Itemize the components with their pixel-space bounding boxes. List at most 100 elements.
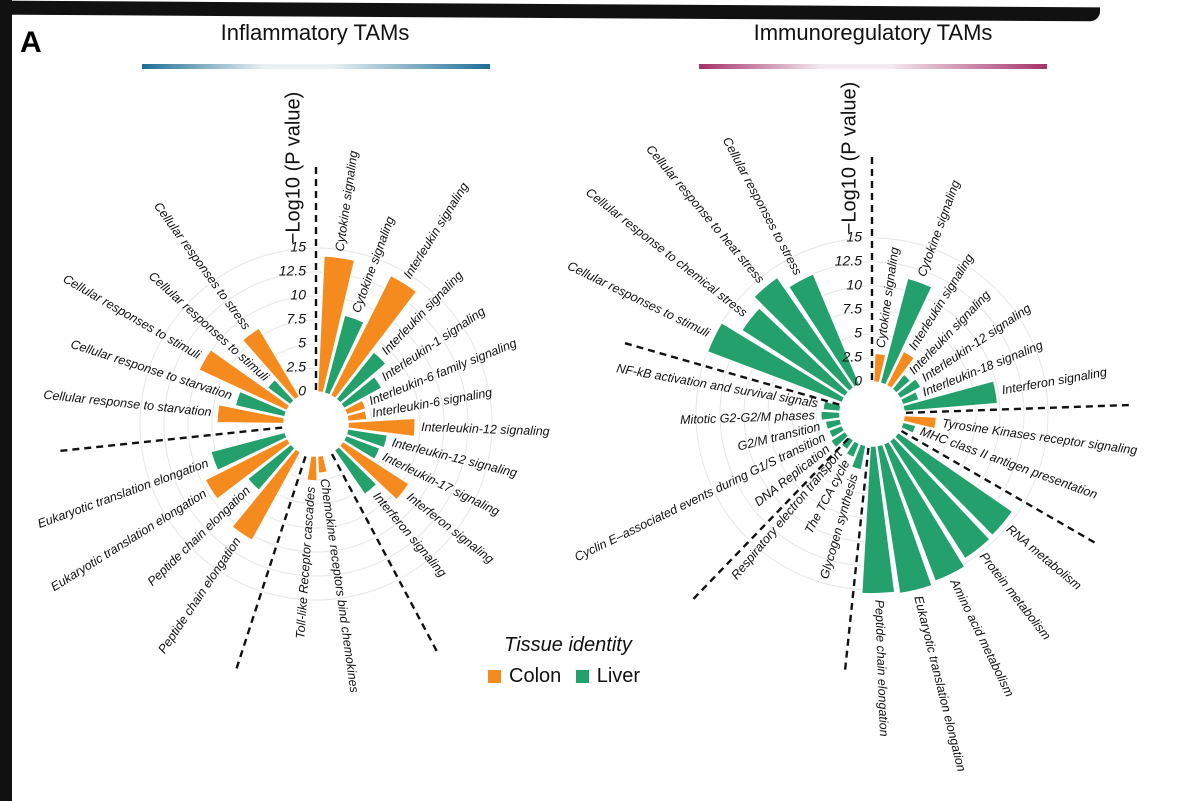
bar-inflammatory-toll-like-receptor-cascades-colon (305, 454, 319, 482)
bar-inflammatory-cellular-response-to-starvation-liver (234, 390, 288, 418)
bar-inflammatory-interleukin-12-signaling-colon (346, 417, 416, 438)
bar-immunoregulatory-interleukin-signaling-liver (890, 372, 912, 395)
bar-inflammatory-cellular-response-to-starvation-colon (216, 403, 286, 425)
left-border-bar (0, 0, 12, 801)
bar-label-immunoregulatory-eukaryotic-translation-elongation: Eukaryotic translation elongation (911, 594, 968, 773)
divider-line-immunoregulatory (900, 429, 1097, 545)
bar-label-immunoregulatory-peptide-chain-elongation: Peptide chain elongation (872, 599, 891, 736)
axis-tick-label-immunoregulatory: 15 (846, 229, 862, 245)
bar-immunoregulatory-peptide-chain-elongation-liver (860, 444, 896, 595)
bar-immunoregulatory-respiratory-electron-transport-liver (840, 435, 855, 451)
bar-immunoregulatory-the-tca-cycle-liver (844, 439, 861, 459)
chart-title-inflammatory: Inflammatory TAMs (220, 20, 410, 45)
axis-tick-label-immunoregulatory: 2.5 (842, 349, 863, 365)
center-hole-inflammatory (284, 392, 348, 456)
bar-inflammatory-interleukin-1-signaling-liver (339, 375, 383, 410)
bar-inflammatory-eukaryotic-translation-elongation-liver (209, 431, 289, 472)
legend-title: Tissue identity (504, 634, 632, 656)
axis-tick-label-immunoregulatory: 0 (854, 373, 862, 389)
bar-immunoregulatory-cytokine-signaling-liver (879, 277, 934, 387)
bar-immunoregulatory-eukaryotic-translation-elongation-liver (875, 443, 934, 595)
divider-line-inflammatory (235, 455, 307, 670)
panel-letter: A (20, 26, 42, 59)
bar-label-immunoregulatory-cellular-response-to-chemical-stress: Cellular response to chemical stress (583, 185, 750, 320)
divider-line-immunoregulatory (905, 403, 1130, 415)
legend: Tissue identity Colon Liver (478, 634, 658, 688)
bar-immunoregulatory-cytokine-signaling-colon (872, 352, 887, 384)
legend-item-colon: Colon (488, 665, 561, 688)
legend-swatch-colon (488, 670, 501, 683)
bar-label-inflammatory-toll-like-receptor-cascades: Toll-like Receptor cascades (293, 486, 318, 639)
axis-tick-label-immunoregulatory: 12.5 (835, 253, 862, 269)
bar-immunoregulatory-cellular-response-to-chemical-stress-liver (740, 306, 850, 398)
title-gradient-bar-inflammatory (142, 64, 490, 69)
bar-immunoregulatory-mitotic-g2-g2-m-phases-liver (820, 410, 842, 422)
divider-line-immunoregulatory (843, 447, 870, 671)
legend-label-liver: Liver (596, 665, 641, 687)
bar-label-inflammatory-cellular-response-to-starvation: Cellular response to starvation (43, 388, 212, 420)
axis-tick-label-inflammatory: 2.5 (286, 359, 307, 375)
bar-immunoregulatory-cellular-responses-to-stress-liver (787, 272, 861, 389)
axis-title-inflammatory: −Log10 (P value) (282, 92, 304, 245)
bar-immunoregulatory-cellular-response-to-heat-stress-liver (752, 276, 855, 393)
bar-label-inflammatory-peptide-chain-elongation: Peptide chain elongation (155, 535, 243, 656)
axis-tick-label-immunoregulatory: 10 (846, 277, 862, 293)
bar-immunoregulatory-nf-kb-activation-and-survival-signals-liver (822, 400, 843, 413)
grid-circle-inflammatory (187, 295, 445, 553)
bar-inflammatory-peptide-chain-elongation-colon (230, 447, 302, 542)
bar-immunoregulatory-tyrosine-kinases-receptor-signaling-colon (902, 414, 938, 430)
grid-circle-inflammatory (163, 271, 469, 577)
bar-inflammatory-interleukin-signaling-liver (334, 350, 388, 405)
bar-label-inflammatory-chemokine-receptors-bind-chemokines: Chemokine receptors bind chemokines (317, 478, 361, 694)
axis-tick-label-immunoregulatory: 5 (854, 325, 862, 341)
bar-immunoregulatory-mhc-class-ii-antigen-presentation-liver (899, 421, 917, 435)
axis-tick-label-inflammatory: 7.5 (287, 311, 307, 327)
axis-tick-label-immunoregulatory: 7.5 (843, 301, 863, 317)
bar-inflammatory-cytokine-signaling-liver (323, 314, 366, 397)
bar-inflammatory-cellular-responses-to-stress-colon (241, 326, 301, 402)
bar-inflammatory-chemokine-receptors-bind-chemokines-colon (316, 454, 329, 475)
bar-immunoregulatory-dna-replication-liver (829, 430, 850, 449)
legend-label-colon: Colon (509, 665, 562, 687)
divider-line-inflammatory (59, 426, 283, 453)
legend-swatch-liver (575, 670, 589, 683)
bar-immunoregulatory-amino-acid-metabolism-liver (882, 440, 966, 583)
bar-inflammatory-interferon-signaling-liver (333, 445, 379, 496)
bar-label-immunoregulatory-cytokine-signaling: Cytokine signaling (915, 178, 963, 278)
bar-immunoregulatory-cellular-responses-to-stimuli-liver (706, 321, 846, 404)
bar-immunoregulatory-interleukin-signaling-colon (885, 350, 916, 390)
bar-immunoregulatory-g2-m-transition-liver (824, 417, 843, 431)
bar-label-inflammatory-cytokine-signaling: Cytokine signaling (333, 150, 361, 252)
bar-inflammatory-eukaryotic-translation-elongation-colon (204, 437, 292, 501)
axis-tick-label-inflammatory: 10 (290, 287, 306, 303)
divider-line-inflammatory (330, 453, 439, 653)
bar-label-immunoregulatory-rna-metabolism: RNA metabolism (1004, 522, 1084, 593)
title-gradient-bar-immunoregulatory (699, 64, 1047, 69)
divider-line-immunoregulatory (691, 437, 850, 601)
bar-inflammatory-interleukin-17-signaling-liver (342, 434, 382, 461)
bar-inflammatory-cellular-responses-to-stimuli-colon (197, 348, 291, 412)
bar-immunoregulatory-glycogen-synthesis-liver (850, 442, 867, 471)
divider-line-immunoregulatory (623, 341, 840, 406)
axis-tick-label-inflammatory: 0 (298, 383, 306, 399)
bar-immunoregulatory-cyclin-e-associated-events-during-g1-s-transition-liver (827, 424, 846, 440)
axis-tick-label-inflammatory: 15 (290, 239, 306, 255)
bar-inflammatory-cytokine-signaling-colon (316, 255, 356, 394)
bar-label-immunoregulatory-mitotic-g2-g2-m-phases: Mitotic G2-G2/M phases (680, 408, 815, 427)
center-hole-immunoregulatory (840, 382, 904, 446)
bar-inflammatory-cellular-responses-to-stimuli-liver (266, 378, 296, 406)
bar-inflammatory-interferon-signaling-colon (338, 440, 411, 501)
grid-circle-inflammatory (211, 319, 421, 529)
grid-circle-inflammatory (139, 247, 493, 601)
axis-title-immunoregulatory: −Log10 (P value) (838, 82, 860, 235)
legend-item-liver: Liver (575, 665, 641, 688)
bar-inflammatory-interleukin-6-signaling-colon (345, 409, 368, 423)
bar-inflammatory-interleukin-6-family-signaling-colon (343, 399, 367, 416)
bar-immunoregulatory-rna-metabolism-liver (893, 431, 1014, 537)
chart-title-immunoregulatory: Immunoregulatory TAMs (753, 20, 993, 45)
bar-immunoregulatory-protein-metabolism-liver (888, 436, 992, 560)
bar-label-inflammatory-eukaryotic-translation-elongation: Eukaryotic translation elongation (36, 456, 211, 531)
bar-inflammatory-interleukin-12-signaling-liver (345, 427, 389, 449)
bar-inflammatory-interleukin-signaling-colon (329, 274, 418, 400)
